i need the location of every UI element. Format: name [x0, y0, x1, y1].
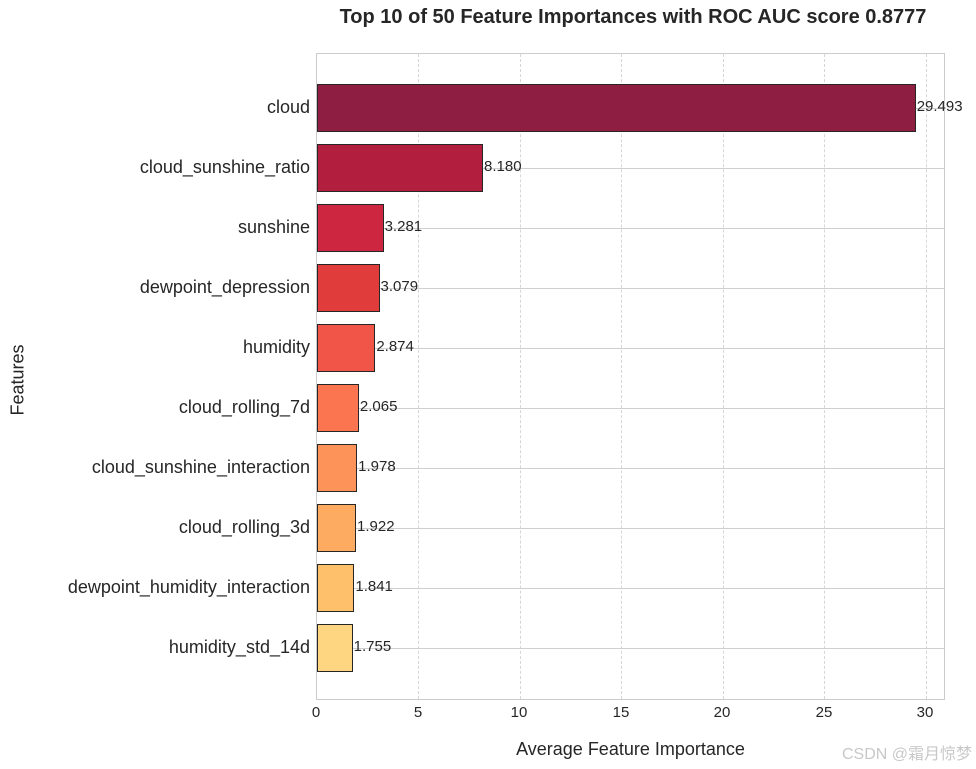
- x-tick-label: 5: [413, 704, 423, 721]
- bar: [317, 504, 357, 552]
- bar-value-label: 3.079: [380, 278, 419, 295]
- x-gridline: [723, 54, 724, 699]
- x-tick-label: 15: [612, 704, 630, 721]
- y-gridline: [317, 288, 944, 289]
- x-gridline: [926, 54, 927, 699]
- y-tick-label: sunshine: [237, 217, 310, 237]
- chart-title: Top 10 of 50 Feature Importances with RO…: [339, 6, 927, 28]
- bar-value-label: 3.281: [384, 218, 423, 235]
- bar: [317, 564, 355, 612]
- x-gridline: [418, 54, 419, 699]
- x-gridline: [621, 54, 622, 699]
- x-gridline: [824, 54, 825, 699]
- y-gridline: [317, 408, 944, 409]
- y-tick-label: cloud_sunshine_ratio: [139, 157, 310, 177]
- y-gridline: [317, 168, 944, 169]
- x-tick-label: 0: [311, 704, 321, 721]
- y-tick-label: cloud: [266, 97, 310, 117]
- y-gridline: [317, 648, 944, 649]
- y-tick-label: cloud_rolling_3d: [178, 517, 310, 537]
- watermark: CSDN @霜月惊梦: [841, 746, 972, 763]
- bar-value-label: 8.180: [484, 158, 522, 175]
- y-tick-label: cloud_rolling_7d: [178, 397, 310, 417]
- y-gridline: [317, 228, 944, 229]
- x-gridline: [520, 54, 521, 699]
- bar-value-label: 1.755: [353, 638, 392, 655]
- y-tick-label: dewpoint_depression: [139, 277, 310, 297]
- y-gridline: [317, 348, 944, 349]
- plot-area: 29.493 8.180 3.281 3.079 2.874 2.065 1.978 1.92…: [316, 53, 963, 700]
- bar-value-label: 1.841: [355, 578, 393, 595]
- bar: [317, 324, 376, 372]
- bar: [317, 384, 359, 432]
- bar-value-label: 2.874: [376, 338, 414, 355]
- y-tick-label: dewpoint_humidity_interaction: [67, 577, 310, 597]
- bar-value-label: 1.922: [357, 518, 395, 535]
- x-tick-label: 10: [510, 704, 528, 721]
- y-gridline: [317, 588, 944, 589]
- bar-value-label: 1.978: [358, 458, 396, 475]
- y-axis-label-text: Features: [7, 344, 28, 416]
- y-gridline: [317, 528, 944, 529]
- x-tick-label: 30: [916, 704, 934, 721]
- bar: [317, 84, 916, 132]
- x-axis-label: Average Feature Importance: [516, 739, 745, 759]
- y-tick-label: humidity_std_14d: [168, 637, 310, 657]
- x-tick-label: 25: [815, 704, 833, 721]
- x-tick-label: 20: [713, 704, 731, 721]
- y-tick-label: humidity: [242, 337, 310, 357]
- bar: [317, 624, 353, 672]
- bar: [317, 204, 384, 252]
- bar-value-label: 2.065: [359, 398, 398, 415]
- y-gridline: [317, 468, 944, 469]
- bar: [317, 144, 484, 192]
- bar: [317, 444, 358, 492]
- bar-value-label: 29.493: [916, 98, 963, 115]
- y-axis-label: Features: [8, 344, 29, 415]
- bar: [317, 264, 380, 312]
- y-tick-label: cloud_sunshine_interaction: [91, 457, 310, 477]
